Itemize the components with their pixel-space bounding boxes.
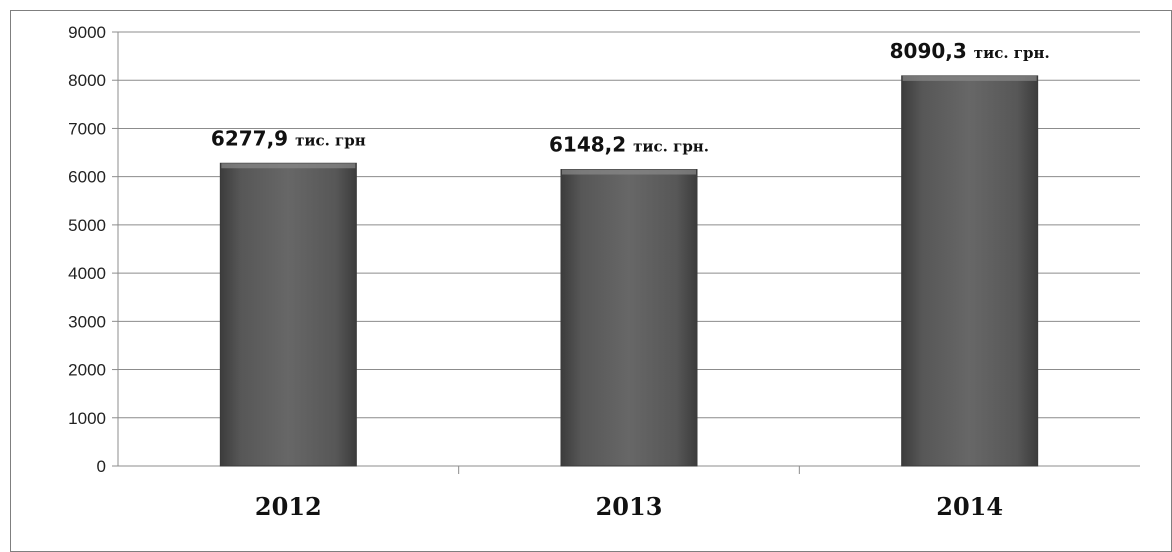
bar-top-highlight xyxy=(221,163,356,169)
y-tick-label: 8000 xyxy=(68,71,106,90)
bars xyxy=(219,75,1039,467)
data-label: 8090,3 тис. грн. xyxy=(890,39,1050,63)
y-tick-label: 0 xyxy=(97,457,106,476)
bar xyxy=(219,162,357,467)
y-tick-label: 2000 xyxy=(68,361,106,380)
y-tick-label: 9000 xyxy=(68,23,106,42)
x-category-label: 2012 xyxy=(255,492,322,521)
labels: 2012 6277,9 тис. грн 2013 6148,2 тис. грн. 2… xyxy=(211,39,1050,521)
y-tick-label: 6000 xyxy=(68,168,106,187)
data-label-number: 6277,9 xyxy=(211,126,295,150)
data-label: 6277,9 тис. грн xyxy=(211,126,366,150)
y-tick-label: 4000 xyxy=(68,264,106,283)
y-tick-label: 3000 xyxy=(68,312,106,331)
data-label-number: 6148,2 xyxy=(549,133,633,157)
y-tick-label: 5000 xyxy=(68,216,106,235)
x-category-label: 2013 xyxy=(596,492,663,521)
bar-top-highlight xyxy=(902,75,1037,81)
y-tick-label: 1000 xyxy=(68,409,106,428)
bar-top-highlight xyxy=(562,169,696,175)
data-label-unit: тис. грн xyxy=(295,131,366,149)
x-category-label: 2014 xyxy=(936,492,1003,521)
data-label: 6148,2 тис. грн. xyxy=(549,133,709,157)
y-tick-label: 7000 xyxy=(68,119,106,138)
data-label-unit: тис. грн. xyxy=(633,138,709,156)
data-label-number: 8090,3 xyxy=(890,39,974,63)
data-label-unit: тис. грн. xyxy=(974,44,1050,62)
bar xyxy=(560,169,698,467)
bar xyxy=(901,75,1039,467)
